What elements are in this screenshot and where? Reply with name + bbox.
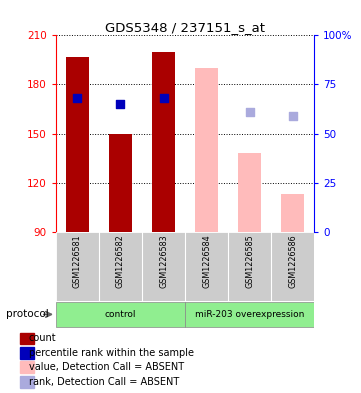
Title: GDS5348 / 237151_s_at: GDS5348 / 237151_s_at	[105, 21, 265, 34]
Text: count: count	[29, 333, 57, 343]
Bar	[142, 232, 185, 301]
Bar	[20, 362, 34, 373]
Bar	[56, 302, 185, 327]
Point	[247, 109, 252, 116]
Bar	[185, 232, 228, 301]
Bar	[152, 52, 175, 232]
Bar	[20, 347, 34, 359]
Point	[161, 94, 166, 101]
Bar	[271, 232, 314, 301]
Bar	[20, 376, 34, 387]
Bar	[281, 194, 304, 232]
Text: GSM1226586: GSM1226586	[288, 235, 297, 288]
Text: rank, Detection Call = ABSENT: rank, Detection Call = ABSENT	[29, 376, 179, 387]
Text: percentile rank within the sample: percentile rank within the sample	[29, 348, 194, 358]
Text: protocol: protocol	[6, 309, 49, 320]
Text: GSM1226581: GSM1226581	[73, 235, 82, 288]
Point	[75, 94, 81, 101]
Text: control: control	[105, 310, 136, 319]
Bar	[109, 134, 132, 232]
Bar	[66, 57, 89, 232]
Text: GSM1226582: GSM1226582	[116, 235, 125, 288]
Bar	[56, 232, 99, 301]
Text: GSM1226584: GSM1226584	[202, 235, 211, 288]
Bar	[99, 232, 142, 301]
Text: GSM1226583: GSM1226583	[159, 235, 168, 288]
Bar	[20, 332, 34, 344]
Bar	[238, 153, 261, 232]
Text: value, Detection Call = ABSENT: value, Detection Call = ABSENT	[29, 362, 184, 372]
Point	[290, 112, 295, 119]
Bar	[185, 302, 314, 327]
Bar	[195, 68, 218, 232]
Text: miR-203 overexpression: miR-203 overexpression	[195, 310, 304, 319]
Point	[118, 101, 123, 107]
Bar	[228, 232, 271, 301]
Text: GSM1226585: GSM1226585	[245, 235, 254, 288]
